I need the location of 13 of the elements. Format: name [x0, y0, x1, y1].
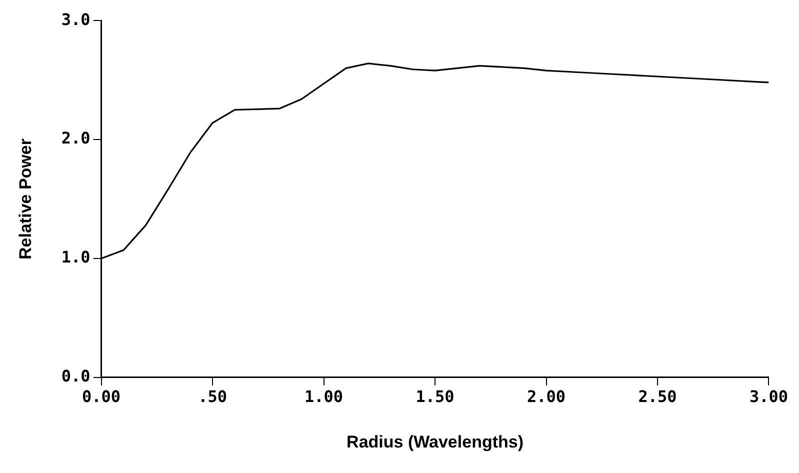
y-tick-label: 1.0 [61, 248, 90, 267]
x-tick-label: 2.00 [526, 387, 566, 406]
x-tick-label: 2.50 [638, 387, 677, 406]
x-tick-label: 3.00 [749, 387, 788, 406]
y-tick-label: 2.0 [61, 128, 90, 148]
x-axis-title: Radius (Wavelengths) [346, 432, 524, 452]
x-tick-label: 1.50 [416, 387, 454, 406]
x-tick-label: 1.00 [304, 387, 344, 406]
y-tick-label: 3.0 [61, 10, 90, 29]
y-axis-title: Relative Power [16, 138, 35, 260]
x-tick-label: 0.00 [82, 387, 121, 406]
y-tick-label: 0.0 [61, 366, 90, 386]
x-tick-label: .50 [198, 387, 227, 406]
